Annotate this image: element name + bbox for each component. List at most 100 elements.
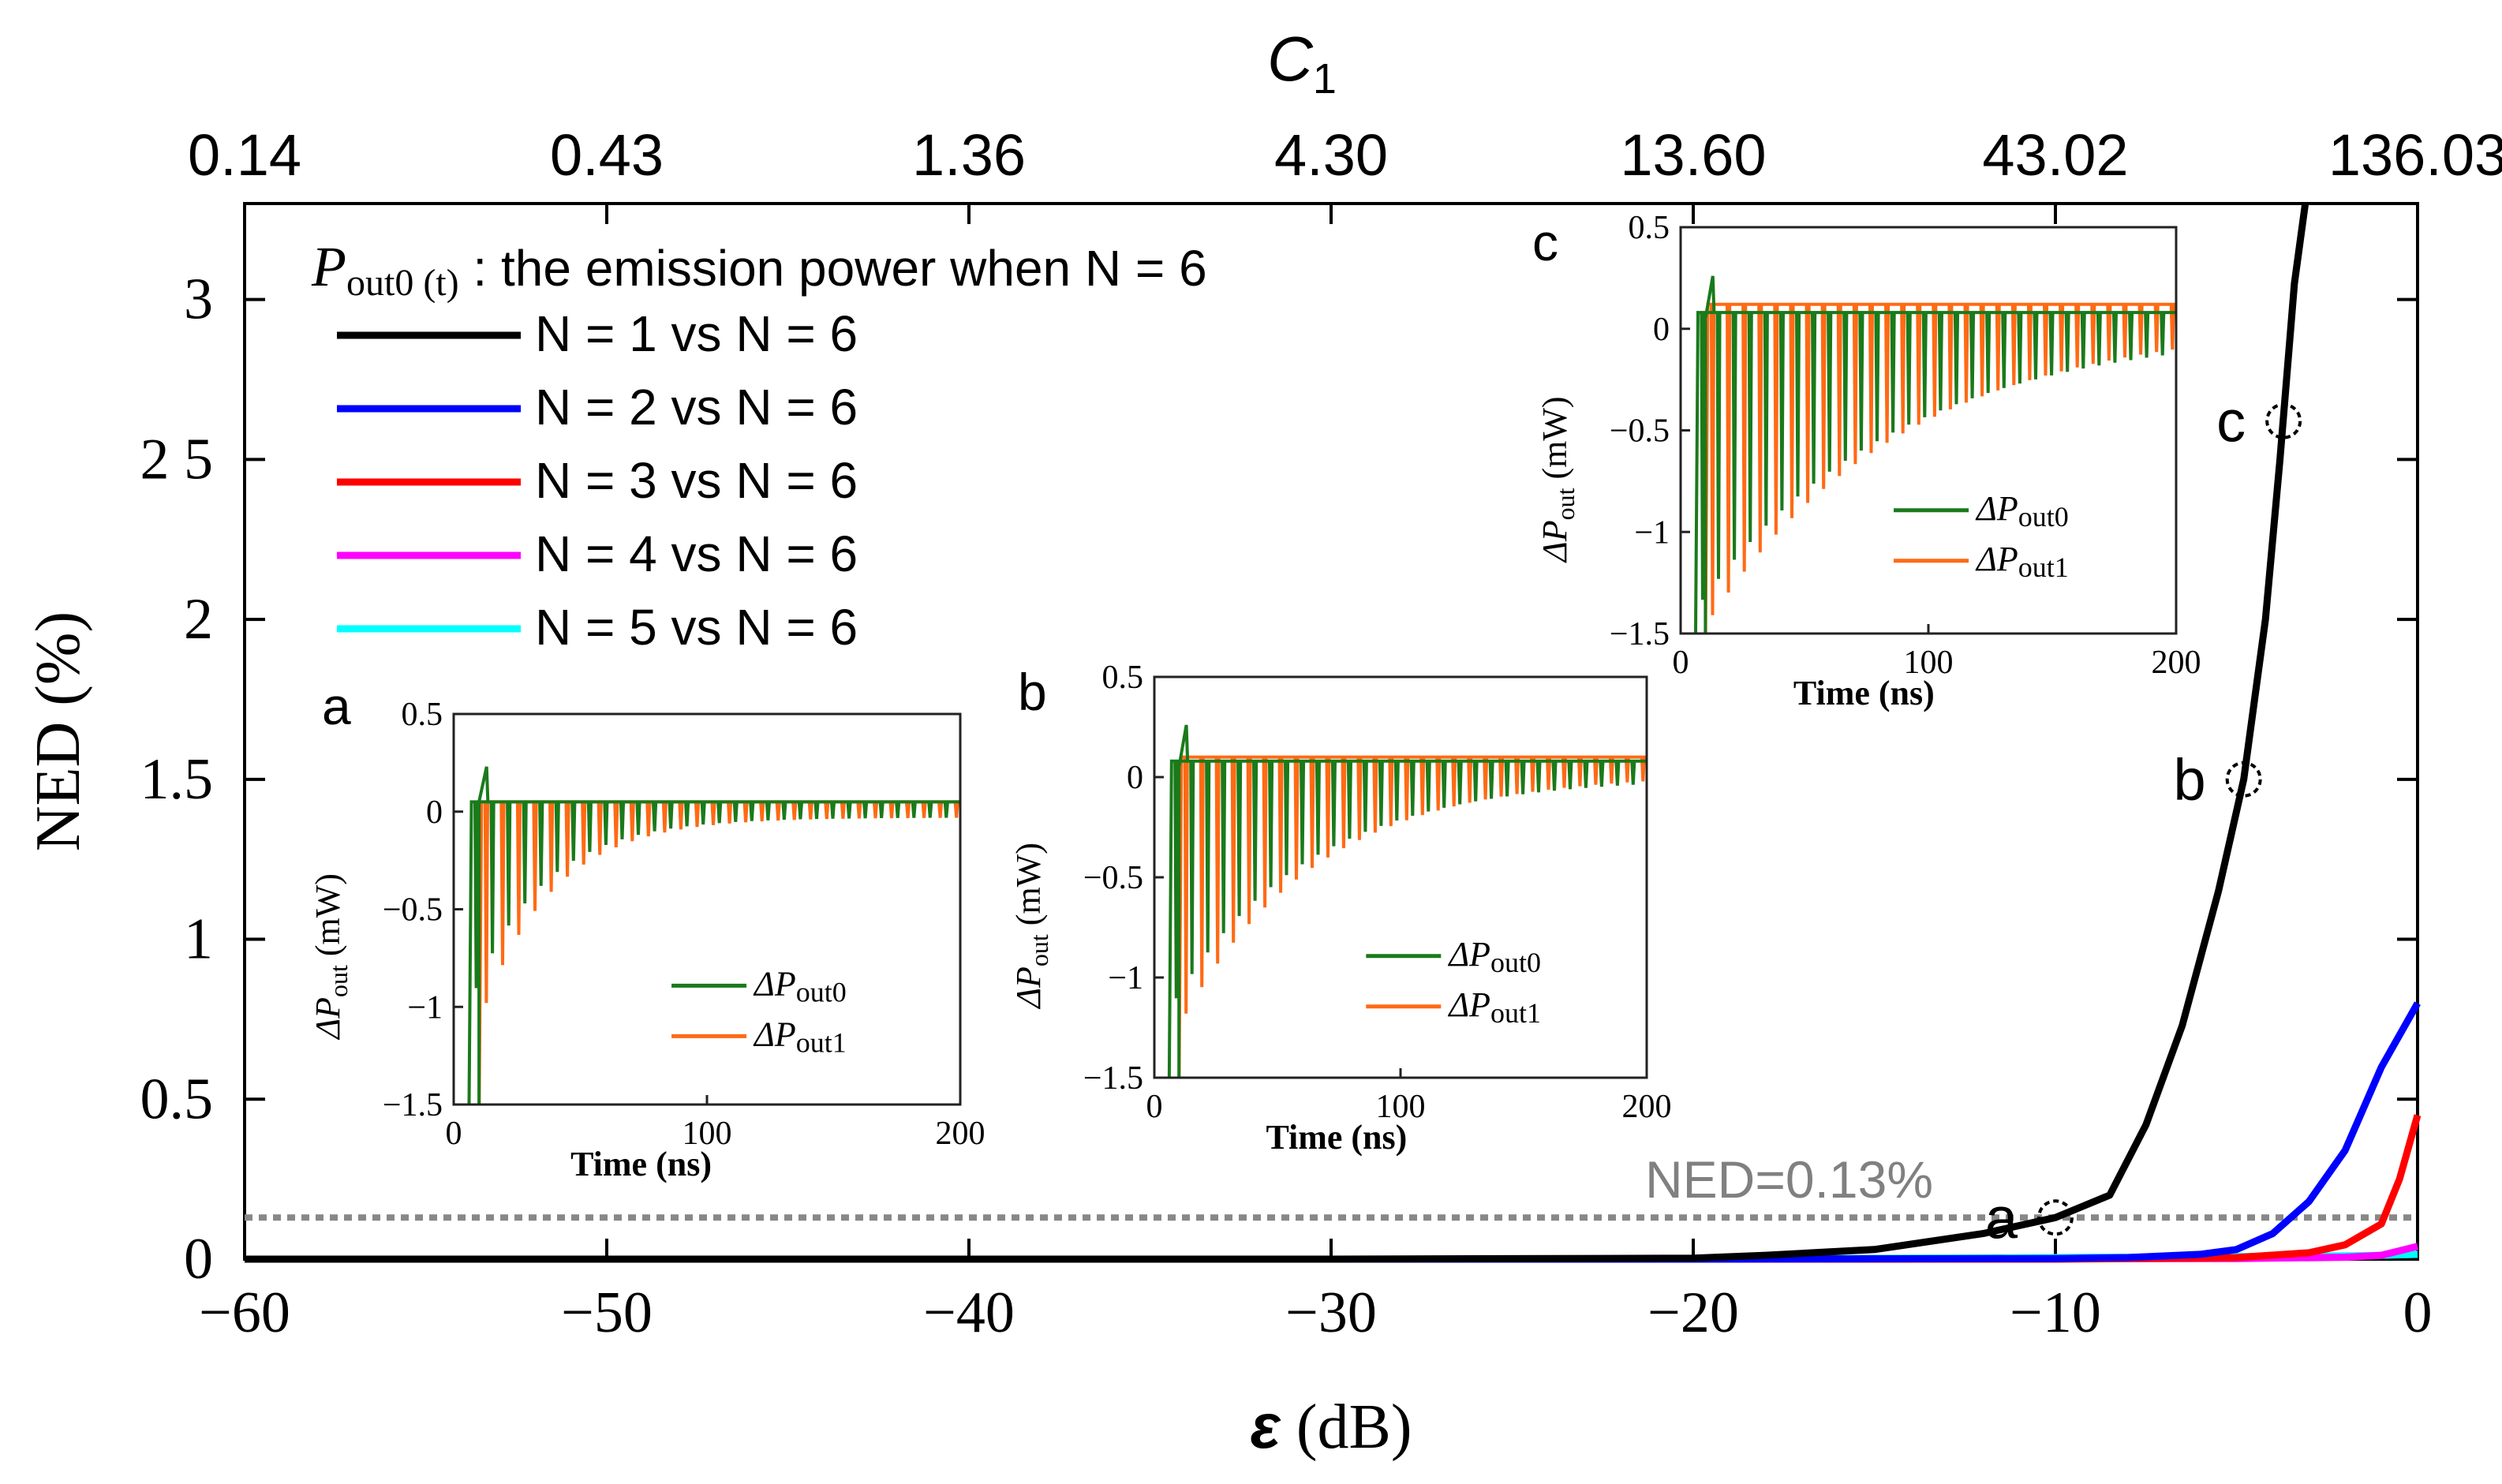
inset-trace-out1 — [1177, 755, 1647, 1078]
y-axis-title: NED (%) — [24, 611, 93, 851]
inset-panel-label: b — [1018, 663, 1047, 721]
inset-x-tick-label: 200 — [1622, 1089, 1672, 1125]
inset-signals — [1167, 724, 1647, 1078]
inset-legend-sub: out0 — [1490, 947, 1541, 978]
inset-trace-out1 — [1704, 302, 2176, 634]
inset-x-tick-label: 0 — [446, 1116, 462, 1152]
inset-spike — [477, 766, 490, 1105]
inset-y-axis-unit: (mW) — [1009, 843, 1048, 934]
legend-entry: N = 4 vs N = 6 — [535, 525, 858, 582]
y-tick-label: 2 — [184, 587, 213, 652]
series-line-n2 — [245, 1001, 2421, 1263]
inset-x-tick-label: 100 — [1904, 645, 1954, 681]
x-tick-label: −20 — [1647, 1280, 1739, 1345]
inset-background — [1681, 227, 2176, 634]
inset-x-tick-label: 100 — [683, 1116, 732, 1152]
inset-legend-symbol: ΔP — [753, 964, 796, 1003]
inset-legend-symbol: ΔP — [1975, 489, 2018, 528]
inset-y-axis-title: ΔPout (mW) — [1535, 396, 1580, 563]
inset-legend-entry: ΔPout0 — [1975, 489, 2069, 533]
x-axis-title: ε (dB) — [1251, 1391, 1412, 1462]
marker-label: a — [1985, 1185, 2018, 1250]
inset-legend-entry: ΔPout0 — [753, 964, 847, 1007]
inset-background — [1154, 677, 1647, 1078]
marker-circle — [2265, 402, 2302, 439]
inset-y-axis-sub: out — [1551, 488, 1580, 520]
top-axis-tick-label: 43.02 — [1982, 122, 2128, 188]
inset-y-tick-label: 0 — [1653, 312, 1670, 348]
inset-legend-entry: ΔPout0 — [1447, 935, 1541, 978]
legend-title-text: : the emission power when N = 6 — [459, 240, 1207, 297]
inset-legend-symbol: ΔP — [1975, 540, 2018, 578]
inset-spike — [1177, 724, 1190, 1078]
y-tick-label: 1 — [184, 907, 213, 972]
inset-legend-sub: out1 — [1490, 997, 1541, 1029]
inset-y-tick-label: −0.5 — [1083, 860, 1143, 896]
x-tick-label: −40 — [923, 1280, 1015, 1345]
inset-trace-out0 — [1167, 759, 1647, 1078]
top-axis-title-main: C — [1267, 24, 1314, 94]
inset-trace-out0 — [1693, 311, 2176, 634]
y-tick-label: 0.5 — [140, 1067, 214, 1131]
inset-y-tick-label: 0.5 — [1102, 660, 1144, 696]
y-tick-label: 3 — [184, 267, 213, 332]
inset-x-axis-title: Time (ns) — [1266, 1118, 1407, 1157]
inset-y-tick-label: −1 — [1108, 960, 1143, 996]
inset-legend-entry: ΔPout1 — [753, 1015, 847, 1058]
x-tick-label: −10 — [2010, 1280, 2101, 1345]
x-axis-title-unit: (dB) — [1281, 1392, 1412, 1462]
top-axis-tick-label: 0.14 — [188, 122, 301, 188]
inset-x-axis-title: Time (ns) — [570, 1145, 712, 1183]
marker-label: b — [2174, 747, 2206, 813]
inset-background — [454, 714, 960, 1105]
y-tick-label: 2 5 — [140, 427, 214, 492]
inset-y-axis-unit: (mW) — [309, 873, 347, 965]
y-tick-label: 0 — [184, 1227, 213, 1291]
inset-signals — [467, 766, 960, 1105]
top-axis-tick-label: 136.03 — [2328, 122, 2502, 188]
inset-panel-label: c — [1532, 213, 1558, 271]
legend-title: Pout0 (t) : the emission power when N = … — [311, 235, 1207, 304]
inset-y-tick-label: −0.5 — [1610, 413, 1670, 450]
legend-entry: N = 1 vs N = 6 — [535, 305, 858, 362]
legend: Pout0 (t) : the emission power when N = … — [311, 235, 1207, 656]
inset-trace-out0 — [467, 800, 960, 1105]
top-axis-tick-label: 1.36 — [912, 122, 1026, 188]
x-tick-label: −50 — [561, 1280, 653, 1345]
inset-y-tick-label: 0.5 — [402, 697, 443, 733]
x-axis-title-symbol: ε — [1251, 1391, 1282, 1461]
inset-legend-sub: out0 — [796, 976, 847, 1007]
inset-y-tick-label: −1.5 — [1610, 616, 1670, 652]
inset-x-tick-label: 100 — [1376, 1089, 1426, 1125]
legend-title-symbol: P — [311, 235, 346, 298]
inset-legend-symbol: ΔP — [753, 1015, 796, 1053]
top-axis-title-sub: 1 — [1313, 55, 1337, 103]
inset-y-axis-symbol: ΔP — [1009, 966, 1048, 1010]
inset-x-tick-label: 200 — [936, 1116, 985, 1152]
top-axis-tick-label: 13.60 — [1620, 122, 1766, 188]
inset-legend-symbol: ΔP — [1447, 935, 1490, 974]
threshold-label: NED=0.13% — [1645, 1150, 1933, 1209]
inset-y-axis-unit: (mW) — [1535, 396, 1574, 488]
main-plot-layer: −60 −50 −40 −30 −20 −10 000.511.522 530.14 0.43… — [24, 24, 2502, 1462]
legend-title-sub: out0 (t) — [346, 262, 459, 304]
inset-x-tick-label: 0 — [1146, 1089, 1163, 1125]
legend-entry: N = 3 vs N = 6 — [535, 452, 858, 509]
inset-legend-symbol: ΔP — [1447, 985, 1490, 1024]
y-tick-label: 1.5 — [140, 747, 214, 812]
marker-label: c — [2216, 389, 2246, 454]
inset-y-axis-title: ΔPout (mW) — [1009, 843, 1053, 1010]
inset-y-axis-sub: out — [324, 965, 353, 997]
inset-x-axis-title: Time (ns) — [1793, 674, 1935, 712]
inset-y-tick-label: 0 — [426, 794, 443, 831]
inset-y-tick-label: −1 — [407, 989, 443, 1026]
legend-entry: N = 5 vs N = 6 — [535, 599, 858, 656]
inset-y-axis-sub: out — [1025, 934, 1053, 966]
inset-legend-entry: ΔPout1 — [1447, 985, 1541, 1029]
top-axis-tick-label: 4.30 — [1274, 122, 1388, 188]
inset-y-axis-symbol: ΔP — [1535, 520, 1574, 563]
inset-y-tick-label: −1 — [1634, 514, 1670, 551]
inset-legend-sub: out1 — [2018, 551, 2069, 583]
